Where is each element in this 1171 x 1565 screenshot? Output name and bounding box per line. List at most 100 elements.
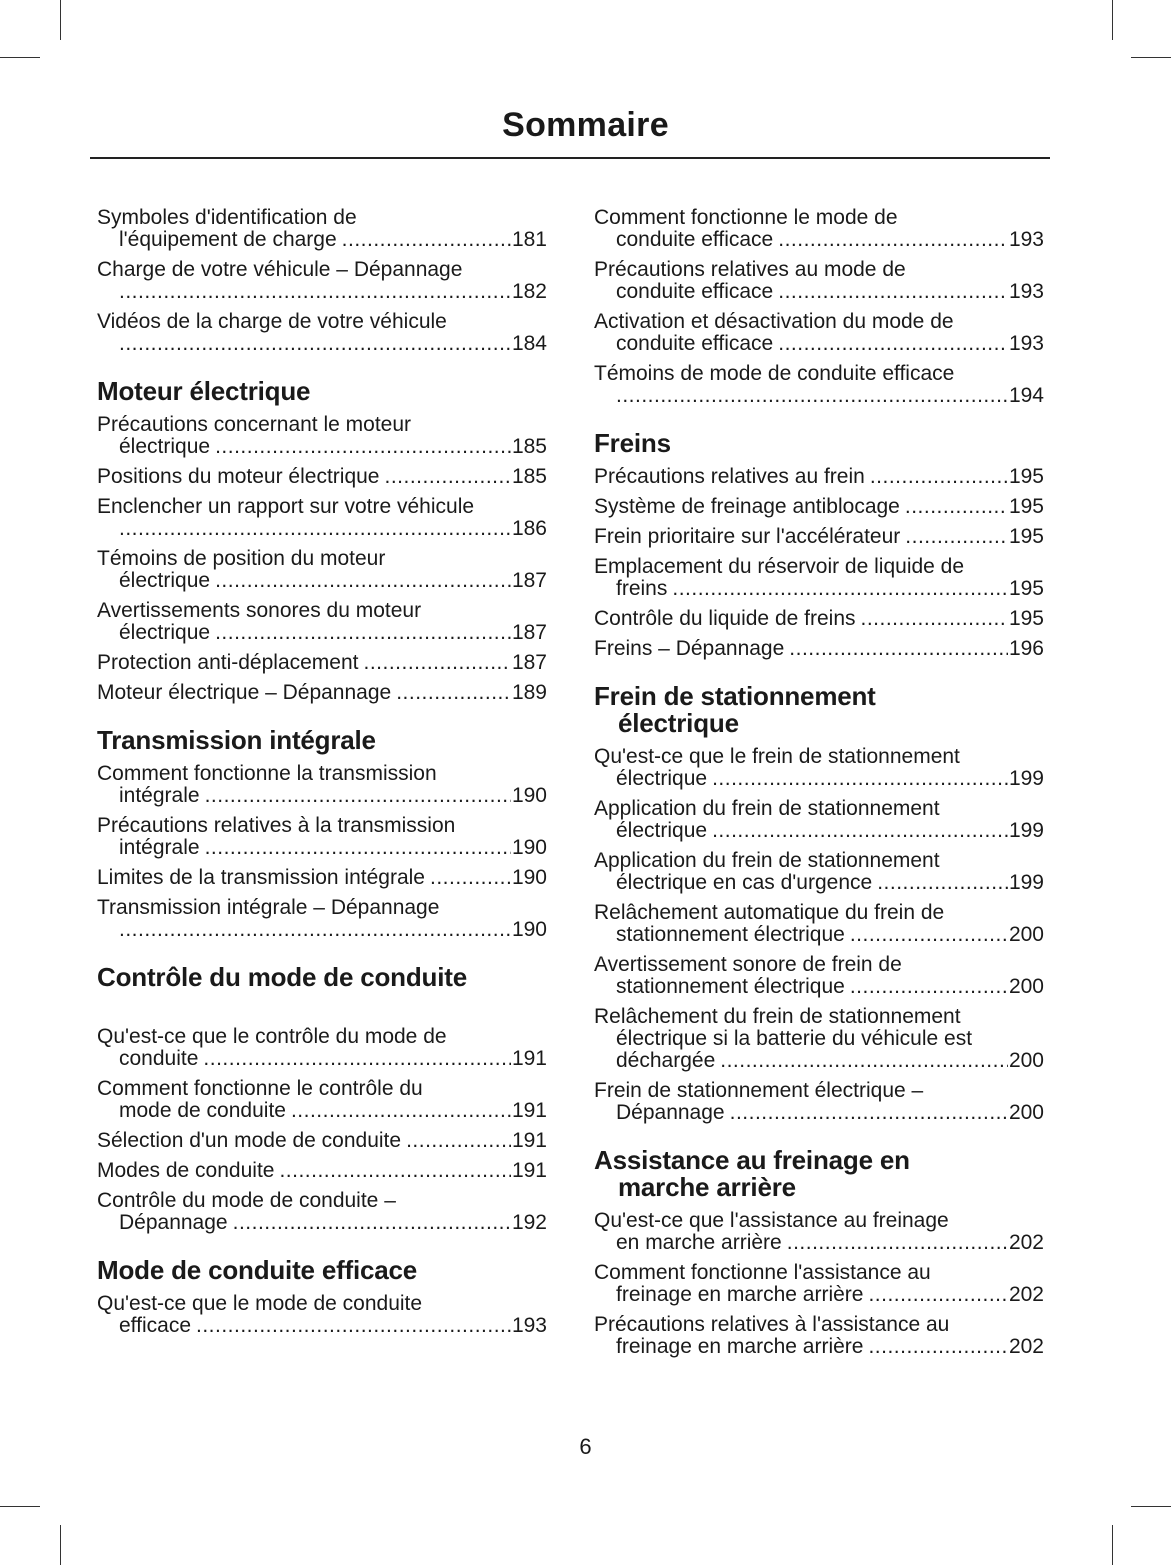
- toc-page-number[interactable]: 190: [511, 866, 547, 889]
- toc-entry[interactable]: Précautions concernant le moteur électriq…: [97, 414, 547, 458]
- dot-leader: [279, 1160, 510, 1182]
- section-heading-line: Frein de stationnement: [594, 681, 876, 711]
- toc-page-number[interactable]: 195: [1008, 525, 1044, 548]
- toc-page-number[interactable]: 187: [511, 569, 547, 592]
- toc-page-number[interactable]: 187: [511, 651, 547, 674]
- toc-entry[interactable]: Modes de conduite 191: [97, 1160, 547, 1182]
- toc-page-number[interactable]: 191: [511, 1099, 547, 1122]
- toc-entry-text: Précautions concernant le moteur: [97, 413, 412, 436]
- toc-page-number[interactable]: 192: [511, 1211, 547, 1234]
- toc-page-number[interactable]: 181: [511, 228, 547, 251]
- toc-page-number[interactable]: 182: [511, 280, 547, 303]
- toc-page-number[interactable]: 195: [1008, 607, 1044, 630]
- toc-page-number[interactable]: 191: [511, 1047, 547, 1070]
- toc-entry[interactable]: Témoins de mode de conduite efficace 194: [594, 363, 1044, 407]
- toc-entry[interactable]: Avertissements sonores du moteur électriq…: [97, 600, 547, 644]
- toc-entry[interactable]: Contrôle du liquide de freins 195: [594, 608, 1044, 630]
- toc-page-number[interactable]: 195: [1008, 495, 1044, 518]
- toc-entry[interactable]: Transmission intégrale – Dépannage 190: [97, 897, 547, 941]
- toc-entry[interactable]: Positions du moteur électrique 185: [97, 466, 547, 488]
- toc-entry[interactable]: Précautions relatives au frein 195: [594, 466, 1044, 488]
- crop-mark: [1131, 1506, 1171, 1507]
- toc-page-number[interactable]: 184: [511, 332, 547, 355]
- toc-page-number[interactable]: 200: [1008, 1101, 1044, 1124]
- toc-entry[interactable]: Qu'est-ce que le contrôle du mode de cond…: [97, 1026, 547, 1070]
- crop-mark: [0, 1506, 40, 1507]
- toc-page-number[interactable]: 191: [511, 1159, 547, 1182]
- toc-entry[interactable]: Limites de la transmission intégrale 190: [97, 867, 547, 889]
- dot-leader: [215, 570, 511, 592]
- toc-entry-last-line: freinage en marche arrière 202: [594, 1284, 1044, 1306]
- toc-page-number[interactable]: 202: [1008, 1231, 1044, 1254]
- toc-entry[interactable]: Application du frein de stationnement éle…: [594, 798, 1044, 842]
- toc-entry[interactable]: Relâchement du frein de stationnement éle…: [594, 1006, 1044, 1072]
- toc-entry-last-line: Système de freinage antiblocage 195: [594, 496, 1044, 518]
- toc-entry[interactable]: Freins – Dépannage 196: [594, 638, 1044, 660]
- toc-entry[interactable]: Comment fonctionne l'assistance au freina…: [594, 1262, 1044, 1306]
- dot-leader: [215, 436, 511, 458]
- dot-leader: [905, 526, 1008, 548]
- toc-page-number[interactable]: 186: [511, 517, 547, 540]
- toc-entry[interactable]: Emplacement du réservoir de liquide de fr…: [594, 556, 1044, 600]
- toc-entry[interactable]: Comment fonctionne la transmission intégr…: [97, 763, 547, 807]
- section-heading-line: marche arrière: [618, 1172, 796, 1202]
- toc-entry[interactable]: Qu'est-ce que le mode de conduite efficac…: [97, 1293, 547, 1337]
- toc-entry[interactable]: Moteur électrique – Dépannage 189: [97, 682, 547, 704]
- toc-entry[interactable]: Qu'est-ce que le frein de stationnement é…: [594, 746, 1044, 790]
- toc-page-number[interactable]: 202: [1008, 1335, 1044, 1358]
- toc-entry[interactable]: Activation et désactivation du mode de co…: [594, 311, 1044, 355]
- toc-page-number[interactable]: 200: [1008, 975, 1044, 998]
- toc-page-number[interactable]: 187: [511, 621, 547, 644]
- dot-leader: [720, 1050, 1008, 1072]
- dot-leader: [712, 820, 1008, 842]
- toc-entry[interactable]: Symboles d'identification de l'équipement…: [97, 207, 547, 251]
- toc-entry-text: électrique: [119, 435, 211, 458]
- toc-page-number[interactable]: 199: [1008, 871, 1044, 894]
- toc-entry[interactable]: Charge de votre véhicule – Dépannage 182: [97, 259, 547, 303]
- toc-page-number[interactable]: 200: [1008, 923, 1044, 946]
- toc-page-number[interactable]: 189: [511, 681, 547, 704]
- toc-entry[interactable]: Qu'est-ce que l'assistance au freinage en…: [594, 1210, 1044, 1254]
- toc-page-number[interactable]: 193: [1008, 332, 1044, 355]
- toc-page-number[interactable]: 190: [511, 784, 547, 807]
- dot-leader: [342, 229, 511, 251]
- toc-page-number[interactable]: 193: [1008, 228, 1044, 251]
- toc-page-number[interactable]: 196: [1008, 637, 1044, 660]
- toc-entry-text: Comment fonctionne le mode de: [594, 206, 898, 229]
- section-heading: Mode de conduite efficace: [97, 1257, 547, 1284]
- toc-page-number[interactable]: 199: [1008, 767, 1044, 790]
- dot-leader: [861, 608, 1008, 630]
- toc-entry[interactable]: Avertissement sonore de frein de stationn…: [594, 954, 1044, 998]
- toc-entry[interactable]: Contrôle du mode de conduite –Dépannage 1…: [97, 1190, 547, 1234]
- toc-entry[interactable]: Comment fonctionne le mode de conduite ef…: [594, 207, 1044, 251]
- toc-page-number[interactable]: 191: [511, 1129, 547, 1152]
- toc-entry[interactable]: Enclencher un rapport sur votre véhicule…: [97, 496, 547, 540]
- toc-page-number[interactable]: 190: [511, 918, 547, 941]
- toc-page-number[interactable]: 202: [1008, 1283, 1044, 1306]
- toc-entry[interactable]: Frein prioritaire sur l'accélérateur 195: [594, 526, 1044, 548]
- toc-entry[interactable]: Application du frein de stationnement éle…: [594, 850, 1044, 894]
- toc-page-number[interactable]: 199: [1008, 819, 1044, 842]
- toc-entry[interactable]: Système de freinage antiblocage 195: [594, 496, 1044, 518]
- toc-entry[interactable]: Relâchement automatique du frein de stati…: [594, 902, 1044, 946]
- toc-page-number[interactable]: 185: [511, 435, 547, 458]
- toc-page-number[interactable]: 190: [511, 836, 547, 859]
- toc-page-number[interactable]: 194: [1008, 384, 1044, 407]
- toc-page-number[interactable]: 195: [1008, 577, 1044, 600]
- dot-leader: [430, 867, 511, 889]
- toc-page-number[interactable]: 193: [1008, 280, 1044, 303]
- toc-page-number[interactable]: 185: [511, 465, 547, 488]
- toc-entry[interactable]: Frein de stationnement électrique – Dépan…: [594, 1080, 1044, 1124]
- toc-entry[interactable]: Sélection d'un mode de conduite 191: [97, 1130, 547, 1152]
- toc-entry[interactable]: Précautions relatives au mode de conduite…: [594, 259, 1044, 303]
- toc-entry[interactable]: Protection anti-déplacement 187: [97, 652, 547, 674]
- toc-page-number[interactable]: 195: [1008, 465, 1044, 488]
- toc-entry[interactable]: Précautions relatives à la transmission i…: [97, 815, 547, 859]
- toc-entry[interactable]: Comment fonctionne le contrôle du mode de…: [97, 1078, 547, 1122]
- toc-entry-last-line: Sélection d'un mode de conduite 191: [97, 1130, 547, 1152]
- toc-page-number[interactable]: 200: [1008, 1049, 1044, 1072]
- toc-entry[interactable]: Vidéos de la charge de votre véhicule 184: [97, 311, 547, 355]
- toc-page-number[interactable]: 193: [511, 1314, 547, 1337]
- toc-entry[interactable]: Précautions relatives à l'assistance au f…: [594, 1314, 1044, 1358]
